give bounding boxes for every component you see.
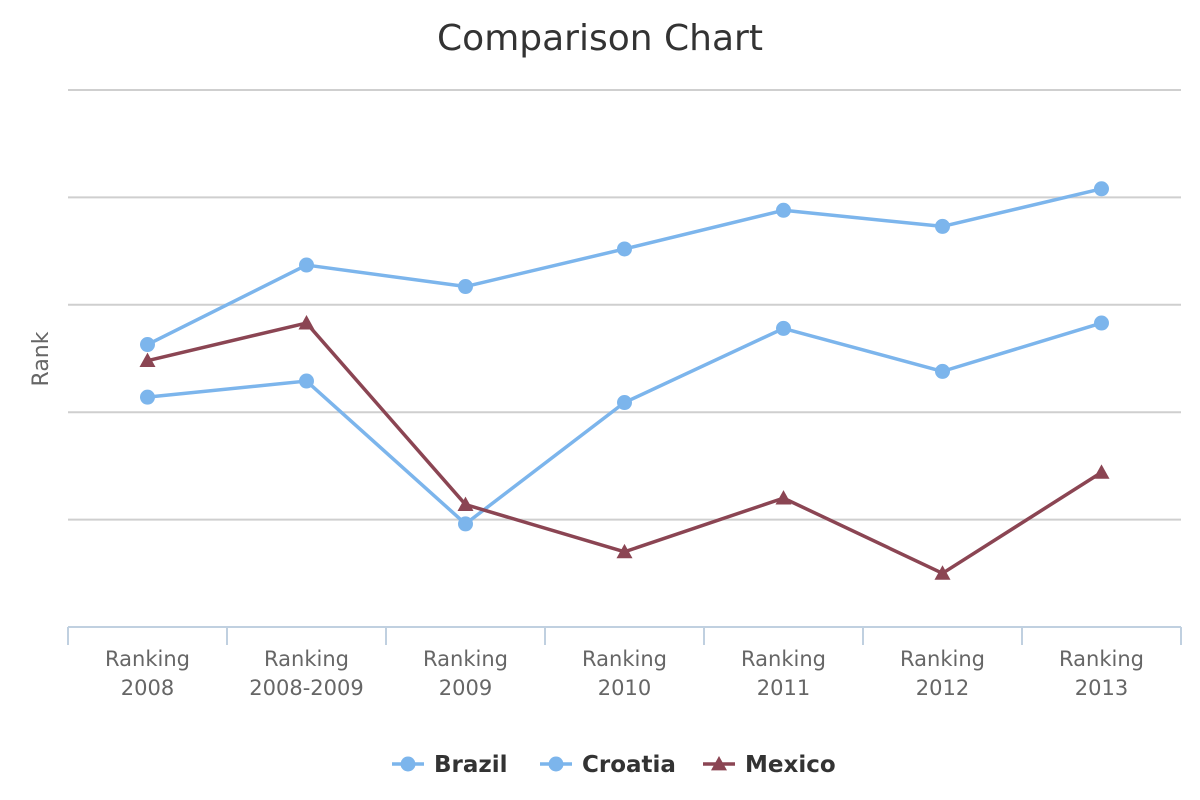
data-point[interactable] (776, 320, 791, 336)
data-point[interactable] (1094, 315, 1109, 331)
data-point[interactable] (1094, 181, 1109, 197)
gridlines (68, 89, 1181, 521)
data-point[interactable] (298, 315, 315, 330)
x-axis: Ranking 2008 Ranking 2008-2009 Ranking 2009 Ra… (67, 626, 1182, 700)
x-tick-label: Ranking 2009 (423, 647, 508, 700)
series-line-brazil (146, 187, 1102, 347)
data-point[interactable] (617, 241, 632, 257)
x-tick-label: Ranking 2012 (900, 647, 985, 700)
data-point[interactable] (617, 395, 632, 411)
legend-item-mexico[interactable]: Mexico (703, 752, 836, 778)
data-point[interactable] (776, 202, 791, 218)
data-point[interactable] (775, 490, 792, 505)
x-tick-label: Ranking 2008 (105, 647, 190, 700)
series-line-croatia (147, 321, 1103, 526)
legend-item-brazil[interactable]: Brazil (392, 752, 508, 778)
data-point[interactable] (458, 279, 473, 295)
legend-marker-icon (548, 756, 564, 772)
x-tick-label: Ranking 2013 (1059, 647, 1144, 700)
data-point[interactable] (935, 363, 950, 379)
data-point[interactable] (458, 516, 473, 532)
series-croatia (140, 315, 1109, 532)
legend-label: Croatia (582, 752, 676, 778)
x-tick-label: Ranking 2011 (741, 647, 826, 700)
data-point[interactable] (616, 543, 633, 559)
data-point[interactable] (139, 352, 156, 368)
legend-item-croatia[interactable]: Croatia (540, 752, 676, 778)
series-layer (139, 181, 1110, 580)
legend-label: Brazil (434, 752, 508, 778)
y-axis-label: Rank (29, 331, 54, 386)
chart-title: Comparison Chart (437, 18, 763, 59)
data-point[interactable] (140, 337, 155, 353)
data-point[interactable] (299, 257, 314, 273)
series-line-mexico (147, 321, 1103, 576)
legend-label: Mexico (745, 752, 836, 778)
data-point[interactable] (299, 373, 314, 389)
legend-marker-icon (711, 756, 727, 771)
x-tick-label: Ranking 2008-2009 (249, 647, 363, 700)
data-point[interactable] (1093, 464, 1110, 479)
data-point[interactable] (140, 389, 155, 405)
legend-marker-icon (400, 756, 416, 772)
data-point[interactable] (935, 218, 950, 234)
data-point[interactable] (457, 496, 474, 511)
x-tick-label: Ranking 2010 (582, 647, 667, 700)
series-mexico (139, 315, 1110, 580)
legend: Brazil Croatia Mexico (392, 752, 836, 778)
series-brazil (140, 181, 1109, 353)
data-point[interactable] (934, 565, 951, 580)
